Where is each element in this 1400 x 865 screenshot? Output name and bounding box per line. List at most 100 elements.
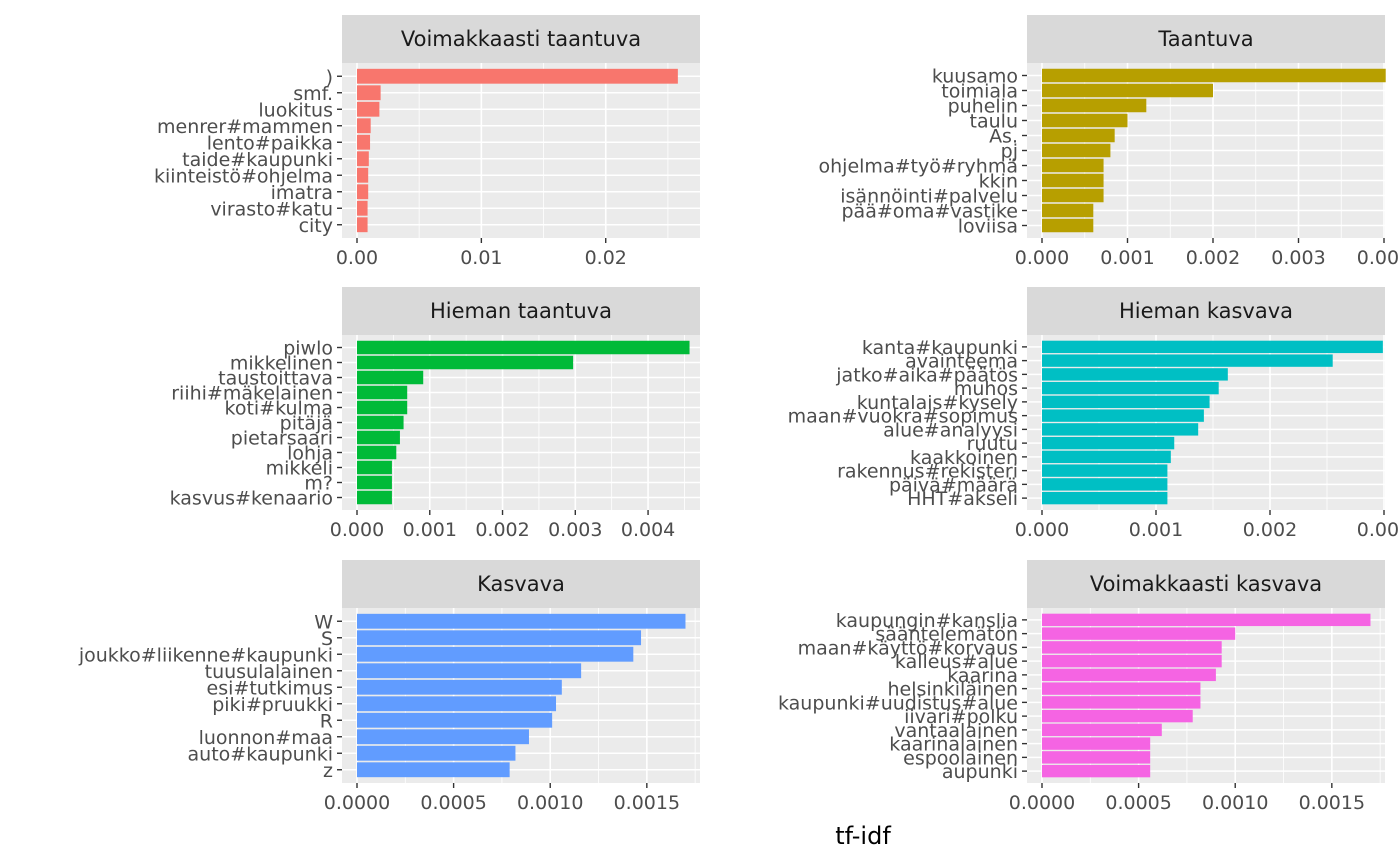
x-tick-label: 0.001 bbox=[1100, 247, 1154, 269]
x-tick-label: 0.0010 bbox=[1202, 792, 1268, 814]
category-label: esi#tutkimus bbox=[207, 677, 333, 699]
category-label: pietarsaari bbox=[231, 428, 333, 450]
bar bbox=[1042, 423, 1199, 436]
category-label: maan#käyttö#korvaus bbox=[798, 637, 1018, 659]
category-label: As. bbox=[989, 126, 1018, 148]
category-label: lento#paikka bbox=[207, 132, 333, 154]
bar bbox=[1042, 354, 1333, 367]
bar bbox=[1042, 613, 1371, 627]
category-label: piki#pruukki bbox=[212, 694, 333, 716]
category-label: kaupungin#kanslia bbox=[836, 610, 1018, 632]
x-tick-label: 0.0005 bbox=[1105, 792, 1171, 814]
bar bbox=[1042, 696, 1201, 709]
facet-title: Hieman taantuva bbox=[430, 299, 612, 323]
category-label: iivari#polku bbox=[904, 706, 1018, 728]
bar bbox=[357, 200, 368, 216]
bar bbox=[1042, 450, 1171, 464]
bar bbox=[1042, 627, 1236, 640]
category-label: menrer#mammen bbox=[157, 116, 333, 138]
category-label: taustoittava bbox=[218, 368, 333, 390]
bar bbox=[357, 475, 392, 490]
category-label: helsinkiläinen bbox=[888, 679, 1019, 701]
x-tick-label: 0.004 bbox=[621, 519, 675, 541]
x-tick-label: 0.02 bbox=[585, 247, 627, 269]
bar bbox=[357, 151, 369, 167]
category-label: isännöinti#palvelu bbox=[840, 186, 1018, 208]
x-tick-label: 0.003 bbox=[548, 519, 602, 541]
bar bbox=[357, 68, 678, 84]
bar bbox=[357, 646, 634, 662]
x-tick-label: 0.002 bbox=[1243, 519, 1297, 541]
bar bbox=[357, 340, 690, 355]
bar bbox=[1042, 491, 1168, 505]
category-label: joukko#liikenne#kaupunki bbox=[78, 644, 333, 666]
bar bbox=[357, 430, 400, 445]
bar bbox=[357, 696, 557, 712]
bar bbox=[1042, 723, 1162, 737]
bar bbox=[357, 370, 424, 385]
category-label: lohja bbox=[287, 443, 333, 465]
category-label: muhos bbox=[954, 378, 1018, 400]
category-label: sääntelemätön bbox=[875, 624, 1018, 646]
category-label: kasvus#kenaario bbox=[170, 488, 333, 510]
category-label: päivä#määrä bbox=[889, 474, 1018, 496]
x-tick-label: 0.003 bbox=[1357, 519, 1400, 541]
bar bbox=[357, 762, 510, 778]
x-tick-label: 0.001 bbox=[1129, 519, 1183, 541]
category-label: aupunki bbox=[942, 761, 1018, 783]
category-label: puhelin bbox=[948, 96, 1018, 118]
bar bbox=[357, 745, 516, 761]
facet-strip bbox=[1027, 287, 1385, 335]
category-label: virasto#katu bbox=[210, 198, 333, 220]
category-label: riihi#mäkelainen bbox=[171, 383, 333, 405]
x-tick-label: 0.002 bbox=[1186, 247, 1240, 269]
bar bbox=[1042, 188, 1104, 203]
chart-panels: Voimakkaasti taantuva)smf.luokitusmenrer… bbox=[78, 15, 1400, 814]
bar bbox=[1042, 409, 1204, 422]
category-label: kanta#kaupunki bbox=[862, 337, 1018, 359]
category-label: R bbox=[320, 710, 333, 732]
bar bbox=[357, 217, 368, 233]
bar bbox=[1042, 436, 1175, 450]
facet-strip bbox=[1027, 15, 1385, 63]
bar bbox=[357, 445, 397, 460]
category-label: kuusamo bbox=[932, 66, 1018, 88]
category-label: HHT#akseli bbox=[907, 488, 1018, 510]
bar bbox=[1042, 218, 1094, 233]
bar bbox=[357, 712, 553, 728]
category-label: kaarinalainen bbox=[889, 734, 1018, 756]
category-label: luokitus bbox=[258, 99, 333, 121]
bar bbox=[1042, 682, 1201, 695]
x-tick-label: 0.002 bbox=[475, 519, 529, 541]
category-label: avainteema bbox=[905, 351, 1018, 373]
bar bbox=[1042, 641, 1222, 654]
bar bbox=[357, 729, 529, 745]
category-label: rakennus#rekisteri bbox=[837, 461, 1018, 483]
x-tick-label: 0.004 bbox=[1357, 247, 1400, 269]
category-label: piwlo bbox=[283, 338, 333, 360]
x-tick-label: 0.0000 bbox=[1009, 792, 1075, 814]
category-label: imatra bbox=[271, 182, 333, 204]
facet-panel: Kasvava WSjoukko#liikenne#kaupunkituusula… bbox=[78, 560, 700, 814]
bar bbox=[357, 490, 392, 505]
x-axis-title: tf-idf bbox=[835, 822, 891, 850]
bar bbox=[1042, 737, 1151, 750]
bar bbox=[1042, 395, 1210, 409]
facet-title: Voimakkaasti taantuva bbox=[401, 27, 641, 51]
x-tick-label: 0.0015 bbox=[614, 792, 680, 814]
bar bbox=[1042, 340, 1383, 354]
facet-title: Taantuva bbox=[1157, 27, 1253, 51]
bar bbox=[1042, 173, 1104, 188]
bar bbox=[357, 85, 381, 101]
category-label: jatko#aika#päätös bbox=[835, 364, 1018, 386]
bar bbox=[1042, 68, 1386, 83]
x-tick-label: 0.0010 bbox=[517, 792, 583, 814]
category-label: S bbox=[321, 628, 333, 650]
category-label: kaupunki#uudistus#alue bbox=[778, 692, 1018, 714]
facet-title: Kasvava bbox=[477, 572, 565, 596]
bar bbox=[357, 415, 404, 430]
bar bbox=[1042, 203, 1094, 218]
category-label: city bbox=[299, 215, 333, 237]
category-label: pj bbox=[1001, 141, 1018, 163]
facet-panel: Hieman taantuva piwlomikkelinentaustoitta… bbox=[170, 287, 700, 541]
